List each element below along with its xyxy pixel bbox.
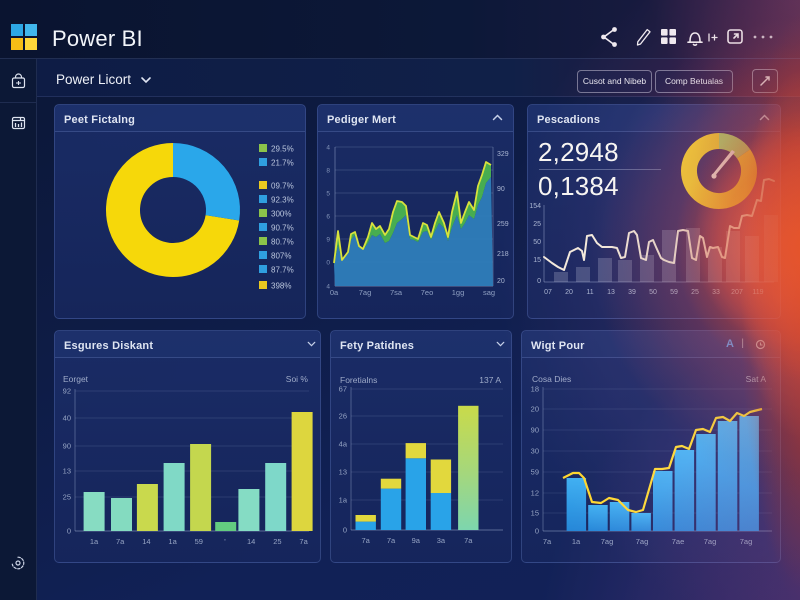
svg-text:07: 07: [544, 289, 552, 296]
svg-text:9: 9: [326, 237, 330, 244]
svg-text:18: 18: [531, 385, 539, 394]
svg-text:7a: 7a: [116, 537, 125, 546]
svg-text:7sa: 7sa: [390, 288, 403, 297]
svg-text:50: 50: [649, 289, 657, 296]
svg-text:7a: 7a: [299, 537, 308, 546]
svg-text:7a: 7a: [464, 536, 473, 545]
svg-text:67: 67: [339, 385, 347, 394]
svg-text:20: 20: [497, 278, 505, 285]
svg-text:329: 329: [497, 151, 509, 158]
svg-text:1a: 1a: [339, 496, 348, 505]
svg-text:25: 25: [63, 493, 71, 502]
svg-text:7ag: 7ag: [740, 537, 753, 546]
svg-text:207: 207: [731, 289, 743, 296]
svg-text:12: 12: [531, 489, 539, 498]
svg-text:59: 59: [195, 537, 203, 546]
svg-text:40: 40: [63, 414, 71, 423]
svg-text:6: 6: [326, 214, 330, 221]
svg-text:0: 0: [535, 527, 539, 536]
svg-text:25: 25: [273, 537, 281, 546]
svg-text:9a: 9a: [412, 536, 421, 545]
svg-text:807%: 807%: [271, 252, 291, 261]
svg-text:1a: 1a: [572, 537, 581, 546]
svg-text:13: 13: [339, 468, 347, 477]
svg-text:': ': [224, 537, 226, 546]
svg-text:13: 13: [607, 289, 615, 296]
svg-text:7ae: 7ae: [672, 537, 685, 546]
svg-text:25: 25: [533, 221, 541, 228]
svg-text:0: 0: [343, 526, 347, 535]
svg-text:26: 26: [339, 412, 347, 421]
svg-text:30: 30: [531, 447, 539, 456]
svg-text:25: 25: [691, 289, 699, 296]
svg-text:29.5%: 29.5%: [271, 145, 294, 154]
svg-text:09.7%: 09.7%: [271, 182, 294, 191]
svg-text:1gg: 1gg: [452, 288, 465, 297]
svg-text:7ag: 7ag: [359, 288, 372, 297]
svg-text:21.7%: 21.7%: [271, 159, 294, 168]
svg-text:20: 20: [531, 405, 539, 414]
svg-text:398%: 398%: [271, 282, 291, 291]
svg-text:1a: 1a: [90, 537, 99, 546]
svg-text:90.7%: 90.7%: [271, 224, 294, 233]
svg-text:7a: 7a: [387, 536, 396, 545]
svg-text:3a: 3a: [437, 536, 446, 545]
svg-text:0a: 0a: [330, 288, 339, 297]
svg-text:20: 20: [565, 289, 573, 296]
svg-text:154: 154: [529, 203, 541, 210]
svg-text:11: 11: [586, 289, 593, 296]
svg-text:0: 0: [67, 527, 71, 536]
svg-text:1a: 1a: [168, 537, 177, 546]
svg-text:14: 14: [142, 537, 150, 546]
svg-text:15: 15: [531, 509, 539, 518]
svg-text:0: 0: [326, 260, 330, 267]
svg-text:90: 90: [63, 442, 71, 451]
svg-text:14: 14: [247, 537, 255, 546]
svg-text:39: 39: [628, 289, 636, 296]
svg-text:50: 50: [533, 239, 541, 246]
svg-text:80.7%: 80.7%: [271, 238, 294, 247]
svg-text:92.3%: 92.3%: [271, 196, 294, 205]
svg-text:7a: 7a: [362, 536, 371, 545]
svg-text:87.7%: 87.7%: [271, 266, 294, 275]
svg-text:59: 59: [531, 468, 539, 477]
svg-text:90: 90: [497, 186, 505, 193]
svg-text:7eo: 7eo: [421, 288, 434, 297]
svg-text:119: 119: [752, 289, 763, 296]
svg-text:300%: 300%: [271, 210, 291, 219]
svg-text:13: 13: [63, 467, 71, 476]
svg-text:4: 4: [326, 145, 330, 152]
svg-text:259: 259: [497, 221, 509, 228]
svg-text:5: 5: [326, 191, 330, 198]
svg-text:7ag: 7ag: [601, 537, 614, 546]
svg-text:4: 4: [326, 284, 330, 291]
svg-text:90: 90: [531, 426, 539, 435]
svg-text:33: 33: [712, 289, 720, 296]
svg-text:4a: 4a: [339, 440, 348, 449]
svg-text:7a: 7a: [543, 537, 552, 546]
svg-text:7ag: 7ag: [704, 537, 717, 546]
svg-text:8: 8: [326, 168, 330, 175]
svg-text:15: 15: [533, 257, 541, 264]
svg-text:0: 0: [537, 278, 541, 285]
svg-text:92: 92: [63, 387, 71, 396]
svg-text:59: 59: [670, 289, 678, 296]
svg-text:218: 218: [497, 251, 509, 258]
svg-text:7ag: 7ag: [636, 537, 649, 546]
svg-text:sag: sag: [483, 288, 495, 297]
